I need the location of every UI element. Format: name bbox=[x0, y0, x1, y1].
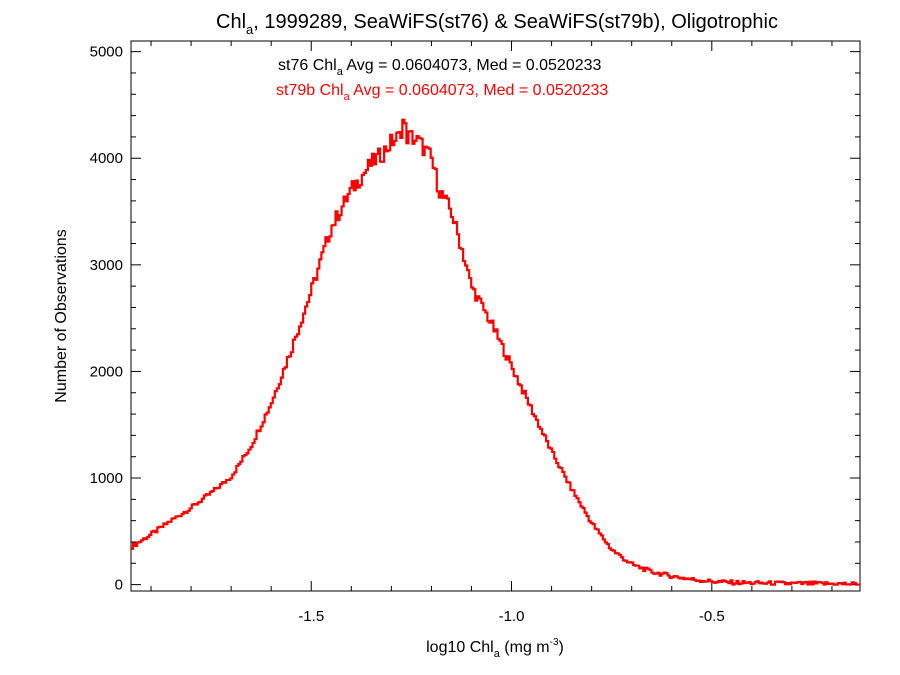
x-tick-label: -1.5 bbox=[298, 608, 324, 625]
xlabel-sup: -3 bbox=[550, 637, 559, 648]
xlabel-pre: log10 Chl bbox=[426, 639, 494, 656]
y-tick-label: 5000 bbox=[90, 44, 123, 61]
title-sub: a bbox=[246, 22, 254, 37]
x-tick-label: -0.5 bbox=[699, 608, 725, 625]
title-main: Chl bbox=[216, 11, 246, 33]
plot-frame bbox=[130, 40, 861, 592]
y-tick-label: 1000 bbox=[90, 470, 123, 487]
chart-title: Chla, 1999289, SeaWiFS(st76) & SeaWiFS(s… bbox=[216, 11, 778, 37]
series-line-st79b bbox=[131, 118, 860, 586]
annotation-st76: st76 Chla Avg = 0.0604073, Med = 0.05202… bbox=[278, 57, 602, 78]
x-tick-label: -1.0 bbox=[499, 608, 525, 625]
ann-st76-sub: a bbox=[337, 66, 344, 78]
xlabel-mid: (mg m bbox=[500, 639, 550, 656]
y-axis-label: Number of Observations bbox=[53, 229, 70, 402]
xlabel-sub: a bbox=[494, 648, 501, 660]
series-layer bbox=[131, 118, 860, 586]
y-tick-label: 3000 bbox=[90, 257, 123, 274]
y-tick-label: 4000 bbox=[90, 150, 123, 167]
title-rest: , 1999289, SeaWiFS(st76) & SeaWiFS(st79b… bbox=[253, 11, 778, 33]
ann-st76-pre: st76 Chl bbox=[278, 57, 337, 74]
annotation-st79b: st79b Chla Avg = 0.0604073, Med = 0.0520… bbox=[276, 82, 608, 103]
xlabel-post: ) bbox=[559, 639, 564, 656]
axis-ticks: -1.5 -1.0 -0.5 0 1000 2000 3000 4000 5000 bbox=[90, 41, 860, 625]
y-tick-label: 2000 bbox=[90, 363, 123, 380]
x-axis-label: log10 Chla (mg m-3) bbox=[426, 637, 564, 660]
y-tick-label: 0 bbox=[115, 577, 123, 594]
ann-st79b-sub: a bbox=[344, 91, 351, 103]
ann-st76-post: Avg = 0.0604073, Med = 0.0520233 bbox=[343, 57, 602, 74]
ann-st79b-post: Avg = 0.0604073, Med = 0.0520233 bbox=[350, 82, 609, 99]
ann-st79b-pre: st79b Chl bbox=[276, 82, 344, 99]
